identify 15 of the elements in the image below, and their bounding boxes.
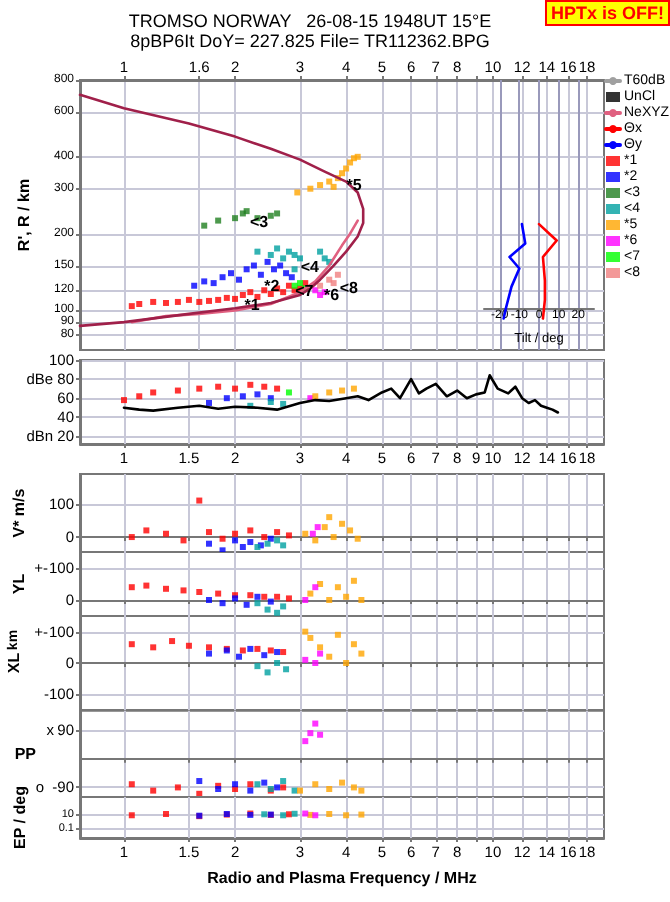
y-axis-title: XL xyxy=(5,652,24,674)
annotation: *2 xyxy=(264,276,281,295)
y-axis-title: EP / deg xyxy=(11,785,29,849)
annotation: <8 xyxy=(339,279,360,298)
chart-subtitle: 8pBP6It DoY= 227.825 File= TR112362.BPG xyxy=(130,31,490,51)
y-axis-title: V* m/s xyxy=(10,487,29,538)
chart-title: TROMSO NORWAY 26-08-15 1948UT 15°E xyxy=(128,11,492,31)
text: HPTx is OFF! xyxy=(550,3,664,23)
y-axis-title: PP xyxy=(14,744,38,763)
y-axis-title: R', R / km xyxy=(15,178,34,252)
annotation: *6 xyxy=(324,285,341,304)
y-axis-title: YL xyxy=(10,573,29,595)
annotation: <4 xyxy=(300,258,321,277)
x-axis-title: Radio and Plasma Frequency / MHz xyxy=(207,869,477,887)
annotation: <3 xyxy=(249,213,270,232)
